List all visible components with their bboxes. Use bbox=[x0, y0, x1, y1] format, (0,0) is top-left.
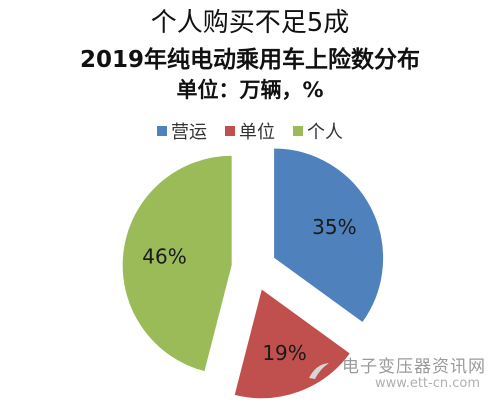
legend-item-danwei: 单位 bbox=[225, 118, 275, 144]
pie-data-label: 46% bbox=[142, 245, 186, 269]
chart-title: 个人购买不足5成 bbox=[150, 8, 350, 38]
legend-label: 个人 bbox=[307, 122, 343, 143]
legend: 营运 单位 个人 bbox=[0, 118, 500, 144]
chart-subtitle: 2019年纯电动乘用车上险数分布 bbox=[79, 47, 420, 73]
pie-slice-3 bbox=[121, 154, 233, 373]
legend-swatch bbox=[157, 126, 167, 136]
legend-label: 单位 bbox=[239, 122, 275, 143]
legend-swatch bbox=[225, 126, 235, 136]
pie-data-label: 19% bbox=[262, 341, 306, 365]
legend-item-yingyun: 营运 bbox=[157, 118, 207, 144]
watermark-logo-icon bbox=[309, 363, 329, 379]
watermark-url: www.ett-cn.com bbox=[374, 376, 480, 391]
chart-units: 单位：万辆，% bbox=[176, 78, 324, 102]
pie-slice-2 bbox=[233, 287, 352, 400]
legend-item-geren: 个人 bbox=[293, 118, 343, 144]
pie-slice-1 bbox=[273, 147, 385, 324]
legend-swatch bbox=[293, 126, 303, 136]
legend-label: 营运 bbox=[171, 122, 207, 143]
watermark-site-name: 电子变压器资讯网 bbox=[342, 357, 486, 377]
pie-data-label: 35% bbox=[312, 215, 356, 239]
